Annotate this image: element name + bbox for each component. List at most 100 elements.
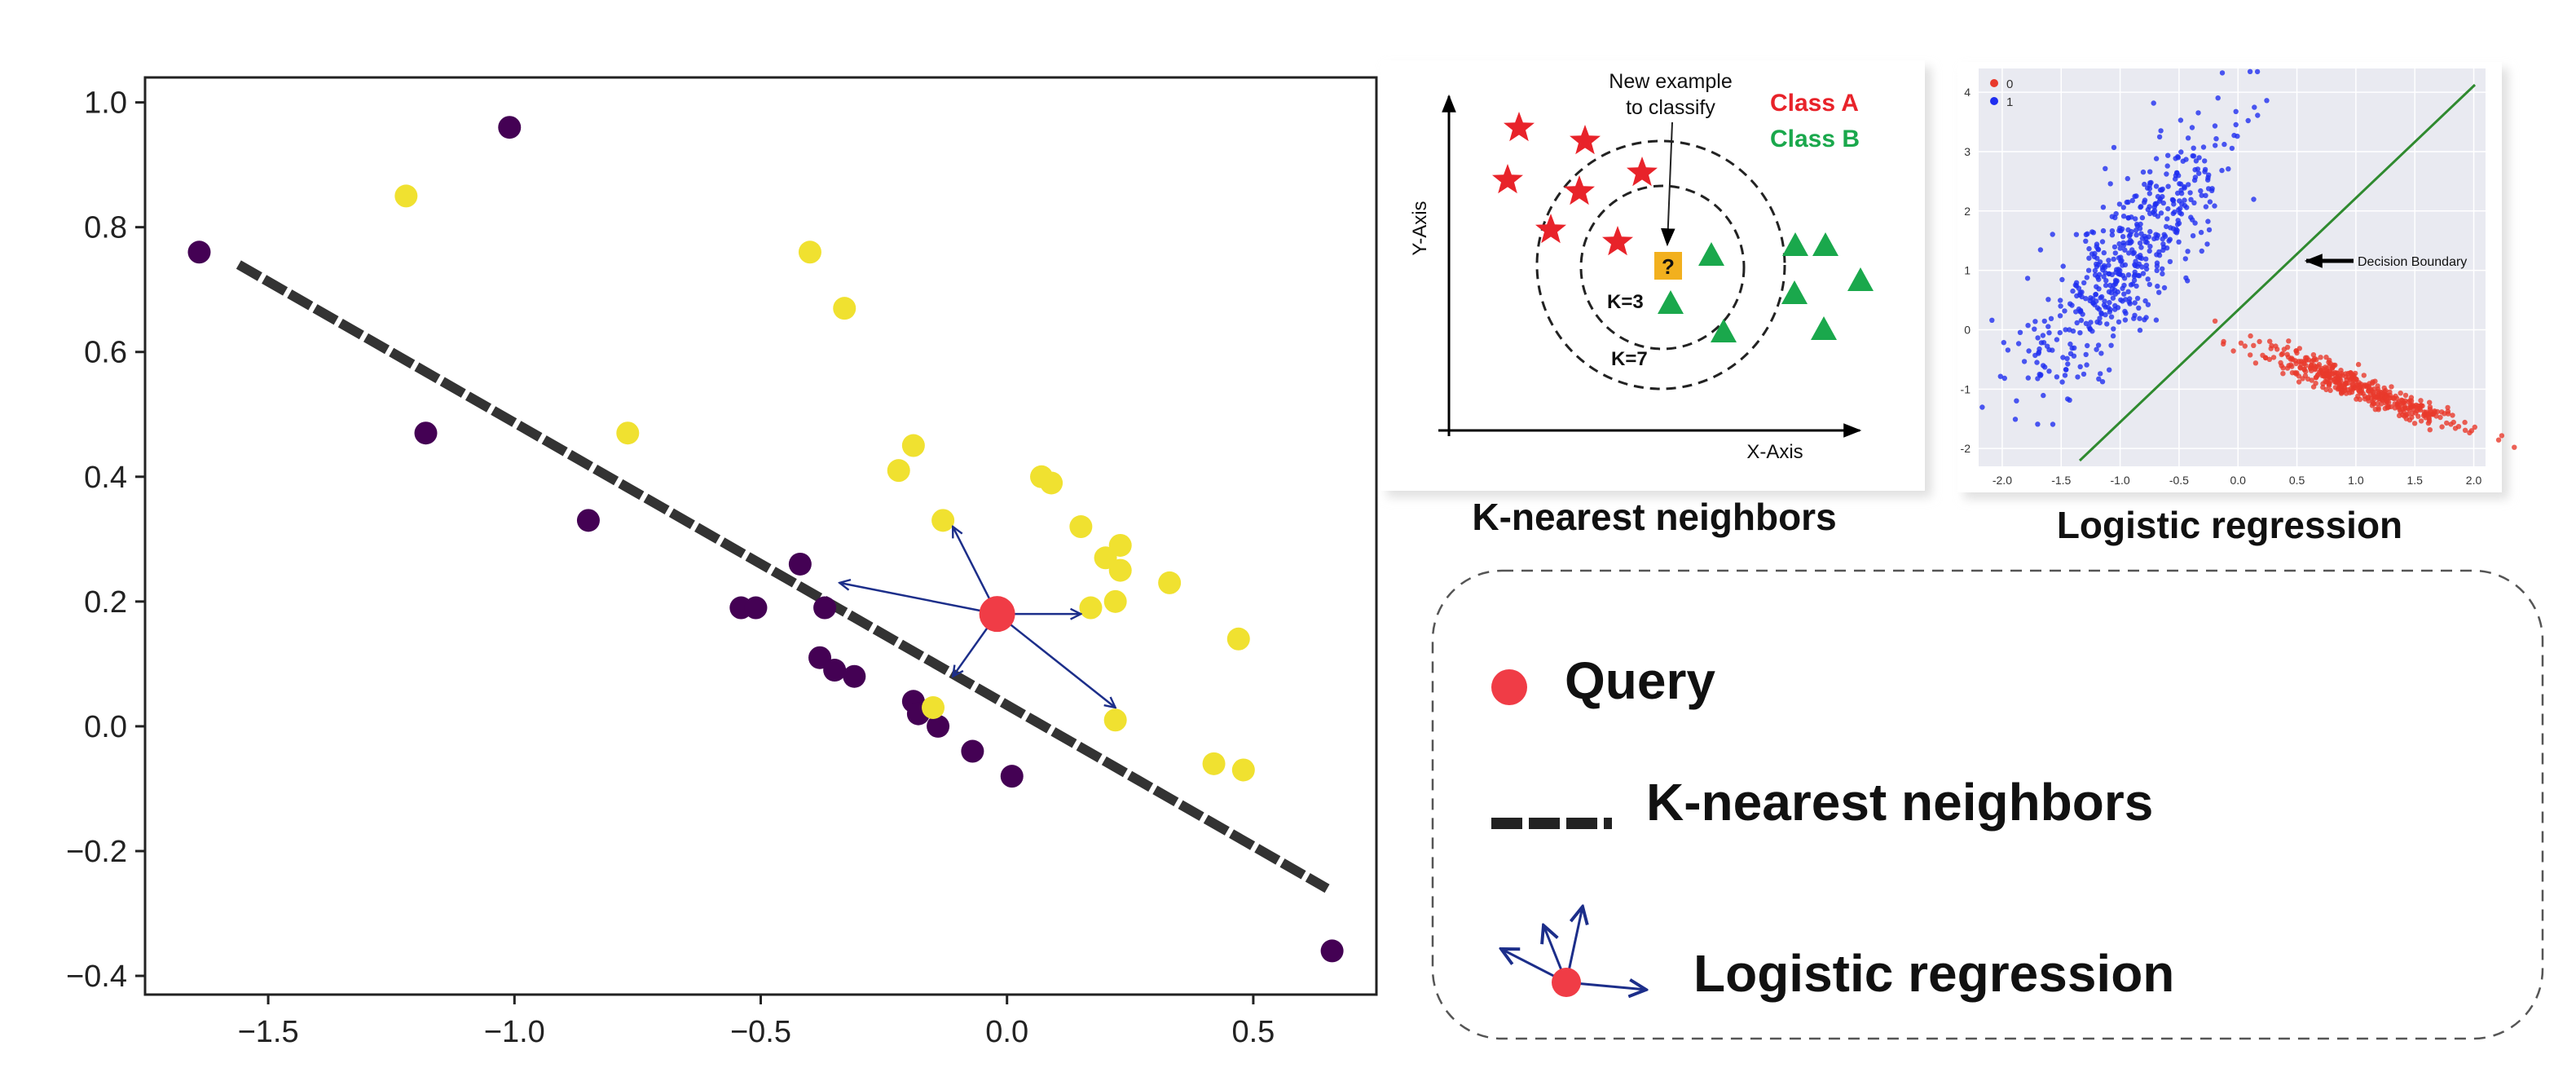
lr-point-class-1 [2100, 227, 2107, 234]
lr-point-class-0 [2405, 411, 2411, 417]
lr-point-class-1 [2120, 205, 2126, 210]
main-query-marker [979, 596, 1015, 633]
lr-point-class-0 [2267, 338, 2273, 344]
lr-point-class-1 [2164, 216, 2170, 222]
lr-point-class-1 [2212, 123, 2218, 129]
legend-border [1431, 569, 2544, 1040]
lr-point-class-1 [2074, 320, 2080, 326]
lr-point-class-0 [2408, 404, 2415, 409]
lr-point-class-1 [2129, 197, 2135, 204]
x-tick-label: −1.0 [484, 1015, 545, 1049]
lr-point-class-0 [2221, 341, 2226, 347]
lr-point-class-1 [2175, 218, 2181, 223]
lr-point-class-1 [2187, 190, 2193, 196]
lr-point-class-1 [2094, 346, 2099, 352]
class-0-point [1000, 765, 1024, 788]
lr-point-class-1 [2145, 276, 2151, 282]
x-tick-label: 0.5 [1231, 1015, 1275, 1049]
lr-point-class-1 [2200, 144, 2207, 150]
lr-legend-marker-1 [1990, 97, 1998, 105]
lr-point-class-1 [2191, 145, 2196, 151]
lr-point-class-0 [2427, 427, 2433, 433]
lr-point-class-1 [2206, 227, 2213, 233]
lr-point-class-1 [2231, 132, 2237, 139]
y-tick-label: 0.6 [84, 336, 127, 370]
lr-point-class-1 [2079, 289, 2085, 295]
lr-point-class-1 [2109, 214, 2115, 219]
class-1-point [1202, 752, 1226, 775]
lr-point-class-0 [2375, 383, 2380, 389]
lr-point-class-0 [2361, 373, 2367, 378]
lr-point-class-0 [2414, 408, 2420, 414]
lr-point-class-1 [2247, 68, 2253, 75]
lr-point-class-0 [2398, 390, 2403, 396]
class-1-point [394, 184, 418, 208]
lr-point-class-1 [2116, 255, 2122, 261]
lr-point-class-1 [2104, 321, 2110, 327]
lr-point-class-1 [2202, 169, 2208, 174]
lr-point-class-0 [2375, 388, 2380, 395]
lr-point-class-0 [2439, 424, 2445, 430]
lr-point-class-1 [2190, 153, 2195, 159]
lr-point-class-1 [2125, 272, 2132, 278]
class-0-point [1320, 939, 1344, 963]
lr-legend-label-1: 1 [2006, 95, 2013, 109]
lr-point-class-1 [2112, 250, 2118, 256]
lr-point-class-1 [2160, 236, 2165, 242]
lr-point-class-0 [2333, 373, 2339, 379]
lr-point-class-0 [2379, 391, 2385, 398]
lr-point-class-1 [2147, 191, 2152, 196]
lr-point-class-1 [2180, 158, 2186, 164]
lr-point-class-1 [2205, 218, 2211, 224]
lr-point-class-1 [2086, 255, 2092, 261]
class-b-triangle [1812, 232, 1838, 256]
lr-point-class-0 [2425, 420, 2432, 426]
lr-point-class-1 [2138, 245, 2144, 250]
lr-point-class-1 [2094, 241, 2100, 247]
class-0-point [744, 596, 768, 620]
lr-point-class-0 [2284, 344, 2291, 351]
lr-point-class-1 [2041, 363, 2046, 368]
lr-point-class-1 [2188, 196, 2194, 202]
lr-point-class-1 [2067, 341, 2073, 347]
lr-point-class-1 [2067, 301, 2073, 307]
lr-point-class-1 [2103, 282, 2109, 289]
lr-legend-marker-0 [1990, 79, 1998, 87]
lr-point-class-1 [2094, 261, 2099, 267]
lr-point-class-1 [2057, 329, 2063, 336]
lr-point-class-1 [2153, 317, 2160, 323]
lr-point-class-1 [2103, 165, 2108, 171]
lr-point-class-1 [2025, 323, 2031, 329]
neighbor-arrow [996, 613, 1116, 708]
lr-point-class-1 [2046, 368, 2052, 374]
lr-point-class-1 [2173, 230, 2180, 236]
lr-x-tick-label: 1.5 [2406, 474, 2423, 487]
main-data-points [187, 116, 1344, 963]
lr-point-class-1 [2107, 367, 2112, 373]
lr-point-class-0 [2355, 361, 2362, 368]
lr-point-class-1 [2160, 241, 2166, 247]
class-0-point [927, 714, 950, 738]
lr-point-class-1 [2125, 289, 2131, 294]
class-1-point [901, 434, 925, 457]
lr-point-class-1 [2102, 298, 2107, 304]
lr-point-class-1 [2233, 108, 2239, 114]
lr-point-class-1 [2154, 267, 2160, 273]
lr-point-class-1 [2219, 167, 2225, 174]
lr-legend-label-0: 0 [2006, 77, 2013, 91]
lr-point-class-1 [2032, 319, 2038, 324]
lr-point-class-0 [2444, 420, 2450, 426]
lr-point-class-1 [2132, 263, 2138, 269]
lr-point-class-1 [2153, 156, 2160, 161]
lr-point-class-0 [2314, 357, 2319, 363]
lr-point-class-1 [2065, 361, 2071, 367]
lr-point-class-1 [2111, 144, 2117, 151]
lr-point-class-0 [2442, 411, 2447, 417]
lr-point-class-0 [2327, 381, 2332, 386]
knn-new-example-line1: New example [1609, 70, 1732, 93]
lr-point-class-0 [2397, 404, 2402, 410]
lr-point-class-0 [2296, 373, 2302, 379]
lr-point-class-1 [2117, 245, 2123, 251]
lr-point-class-0 [2391, 395, 2397, 402]
lr-point-class-1 [2204, 241, 2210, 247]
